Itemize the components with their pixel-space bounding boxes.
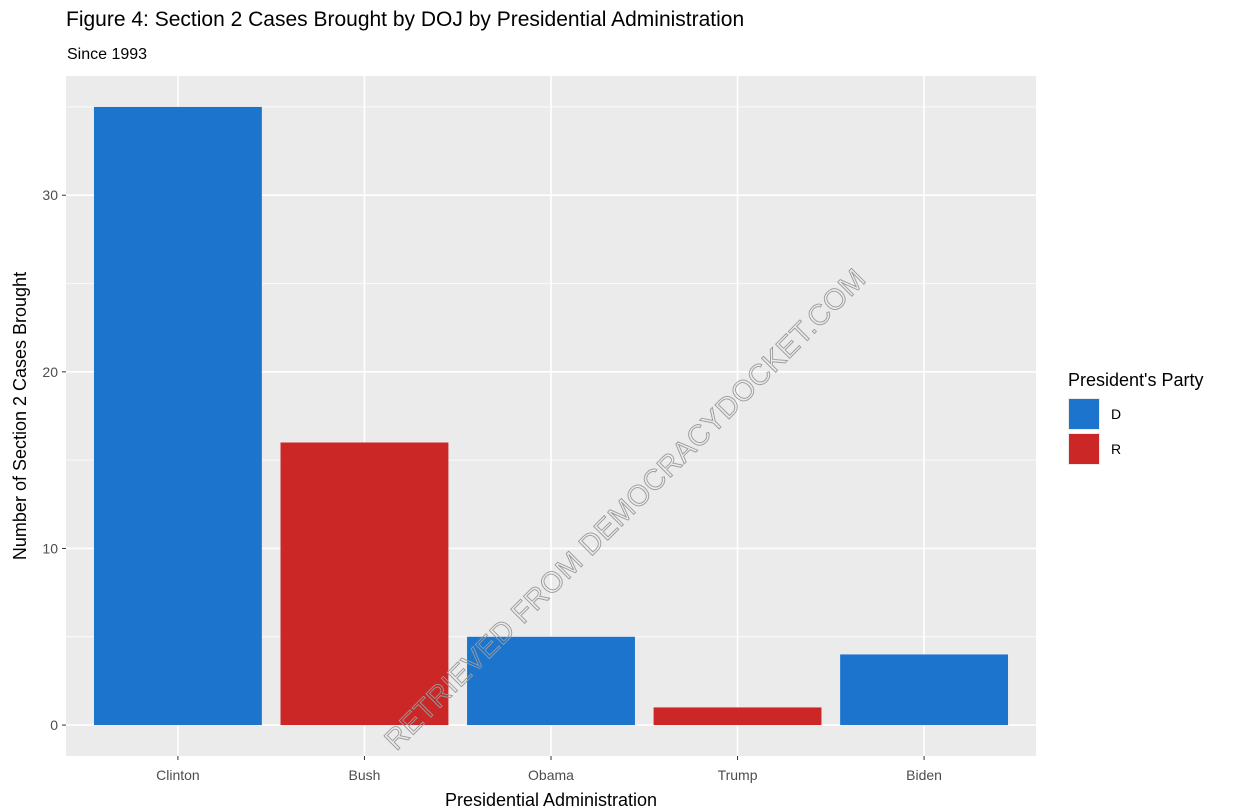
y-axis-ticks: 0 10 20 30 — [42, 187, 66, 733]
legend-swatch-d — [1069, 399, 1099, 429]
legend-label-r: R — [1111, 441, 1121, 457]
legend-title: President's Party — [1068, 370, 1204, 390]
y-tick-label: 20 — [42, 364, 58, 380]
y-tick-label: 0 — [50, 717, 58, 733]
x-axis-ticks: Clinton Bush Obama Trump Biden — [156, 756, 942, 783]
x-tick-label: Trump — [718, 767, 758, 783]
bar-bush — [280, 442, 449, 726]
legend: President's Party D R — [1068, 370, 1204, 465]
chart-title: Figure 4: Section 2 Cases Brought by DOJ… — [66, 8, 745, 31]
legend-swatch-r — [1069, 434, 1099, 464]
x-tick-label: Clinton — [156, 767, 200, 783]
y-tick-label: 30 — [42, 187, 58, 203]
y-axis-title: Number of Section 2 Cases Brought — [10, 272, 30, 560]
y-tick-label: 10 — [42, 540, 58, 556]
bar-obama — [467, 636, 635, 726]
legend-label-d: D — [1111, 406, 1121, 422]
x-tick-label: Bush — [349, 767, 381, 783]
bar-clinton — [93, 106, 262, 726]
x-tick-label: Biden — [906, 767, 942, 783]
bars — [93, 106, 1009, 726]
bar-biden — [840, 654, 1009, 726]
chart-subtitle: Since 1993 — [67, 46, 148, 63]
x-axis-title: Presidential Administration — [445, 790, 657, 809]
x-tick-label: Obama — [528, 767, 574, 783]
bar-trump — [653, 707, 822, 726]
